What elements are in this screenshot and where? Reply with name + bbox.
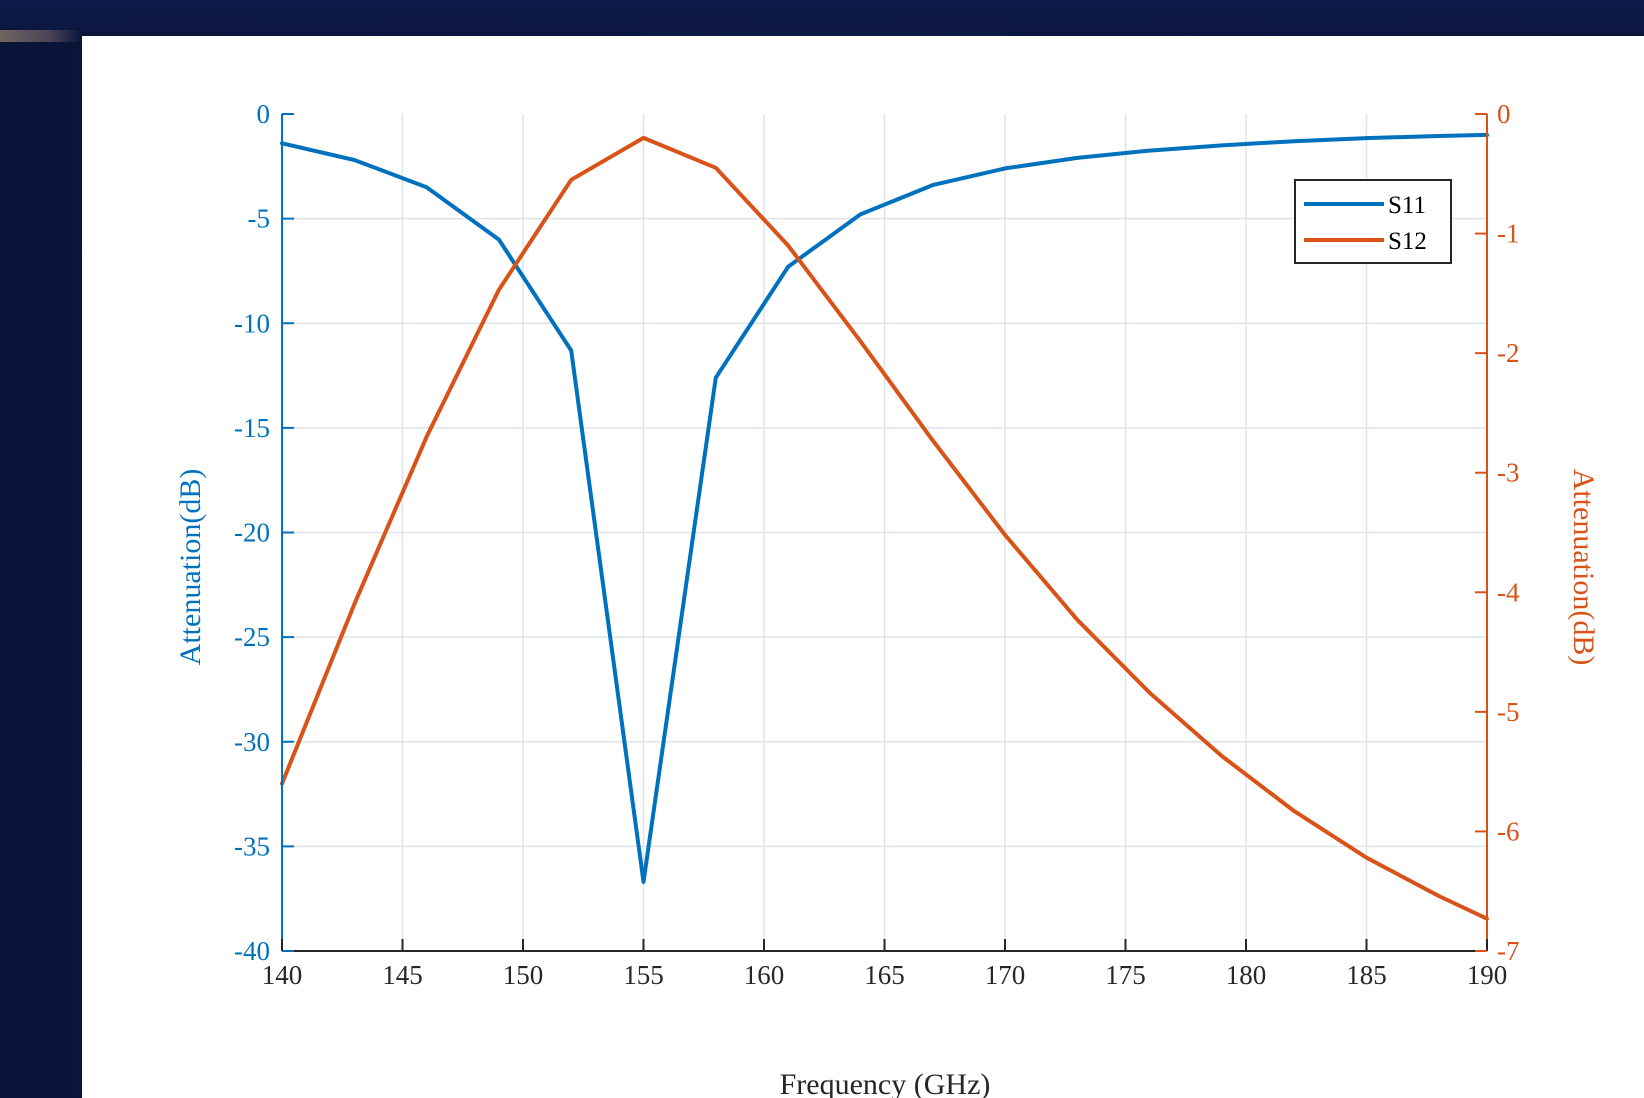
y-right-tick-label: -7 (1497, 936, 1520, 966)
legend-label-s11: S11 (1388, 192, 1426, 219)
y-left-tick-label: -30 (234, 727, 270, 757)
window-corner-glow (0, 30, 82, 42)
series-line-s11 (280, 132, 1489, 884)
x-tick-label: 155 (623, 960, 664, 990)
y-right-tick-label: -3 (1497, 458, 1520, 488)
y-left-tick-label: -5 (248, 204, 271, 234)
y-right-tick-label: -2 (1497, 338, 1520, 368)
x-tick-label: 190 (1467, 960, 1508, 990)
x-tick-label: 165 (864, 960, 905, 990)
y-left-tick-label: -10 (234, 308, 270, 338)
legend-box (1294, 179, 1452, 264)
x-tick-label: 145 (382, 960, 423, 990)
series-layer (280, 132, 1489, 921)
legend: S11 S12 (1294, 179, 1452, 264)
y-left-tick-label: -40 (234, 936, 270, 966)
x-tick-label: 180 (1226, 960, 1267, 990)
y-right-tick-label: -5 (1497, 697, 1520, 727)
x-tick-label: 175 (1105, 960, 1146, 990)
y-right-tick-label: -6 (1497, 816, 1520, 846)
y-right-tick-label: 0 (1497, 99, 1511, 129)
y-left-tick-label: 0 (257, 99, 271, 129)
window-top-strip (0, 0, 1644, 34)
y-right-tick-label: -4 (1497, 577, 1520, 607)
y-right-tick-label: -1 (1497, 219, 1520, 249)
y-axis-label-right: Attenuation(dB) (1567, 469, 1600, 666)
chart: 140 145 150 155 160 165 170 175 180 185 1900-5-10-… (174, 99, 1600, 1098)
y-axis-label-left: Attenuation(dB) (174, 469, 207, 666)
x-tick-label: 140 (262, 960, 303, 990)
x-tick-label: 170 (985, 960, 1026, 990)
figure-panel: 140 145 150 155 160 165 170 175 180 185 190 0 -5 -10-… (82, 36, 1644, 1098)
legend-label-s12: S12 (1388, 228, 1427, 255)
x-axis-label: Frequency (GHz) (780, 1068, 991, 1098)
y-left-tick-label: -20 (234, 518, 270, 548)
y-left-tick-label: -35 (234, 831, 270, 861)
y-left-tick-label: -15 (234, 413, 270, 443)
x-tick-label: 150 (503, 960, 544, 990)
tick-labels: 140 145 150 155 160 165 170 175 180 185 1900-5-10-… (234, 99, 1520, 990)
axes (281, 113, 1488, 952)
x-tick-label: 160 (744, 960, 785, 990)
y-left-tick-label: -25 (234, 622, 270, 652)
x-tick-label: 185 (1346, 960, 1387, 990)
series-line-s12 (280, 135, 1489, 921)
